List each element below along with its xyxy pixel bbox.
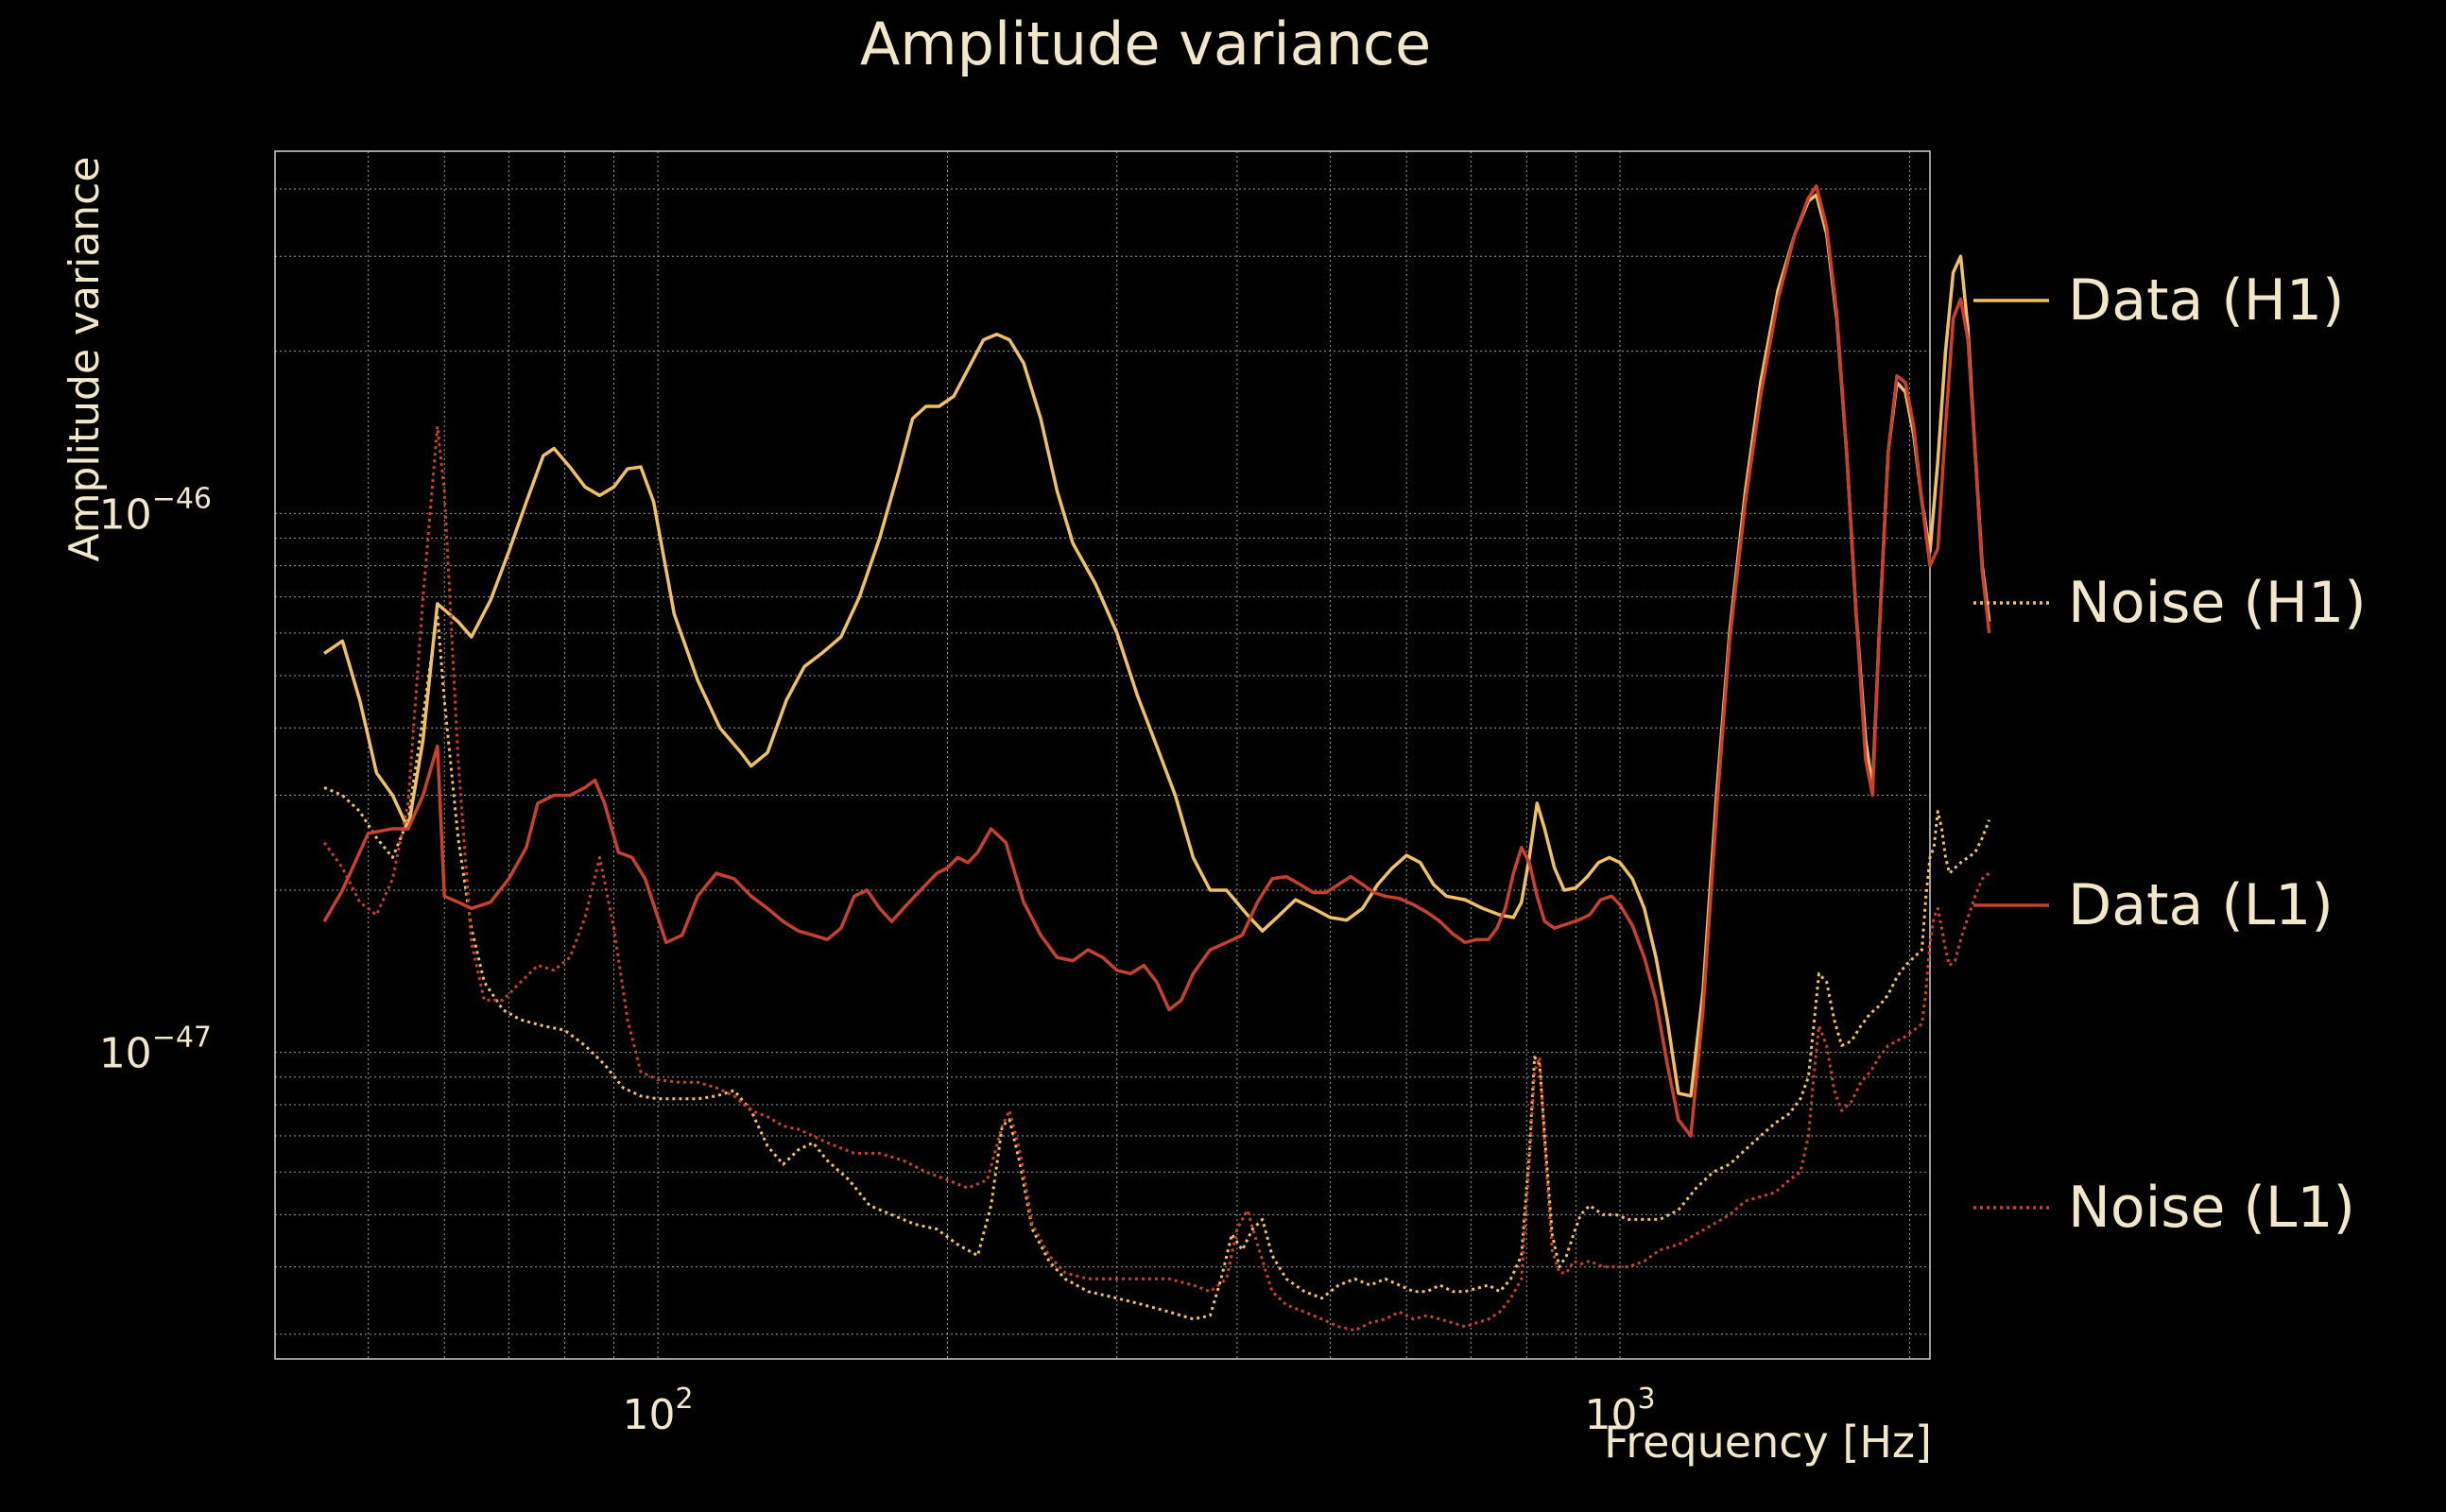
plot-area: [322, 184, 1991, 1332]
y-tick-label: 10−47: [99, 1022, 212, 1078]
chart-title: Amplitude variance: [860, 9, 1431, 78]
plot-area-frame: [274, 150, 1931, 1360]
series-line-noise-l1: [322, 424, 1990, 1332]
legend: Data (H1) Noise (H1) Data (L1) Noise (L1): [1973, 267, 2367, 1241]
legend-label: Noise (H1): [2068, 570, 2367, 636]
grid-lines: [274, 151, 1930, 1359]
legend-label: Data (H1): [2068, 267, 2344, 334]
x-axis-label: Frequency [Hz]: [1604, 1417, 1932, 1468]
series-line-data-l1: [322, 184, 1991, 1138]
legend-label: Noise (L1): [2068, 1175, 2355, 1241]
y-axis-label: Amplitude variance: [60, 157, 109, 562]
series-line-noise-h1: [323, 612, 1991, 1321]
legend-label: Data (L1): [2068, 872, 2334, 938]
